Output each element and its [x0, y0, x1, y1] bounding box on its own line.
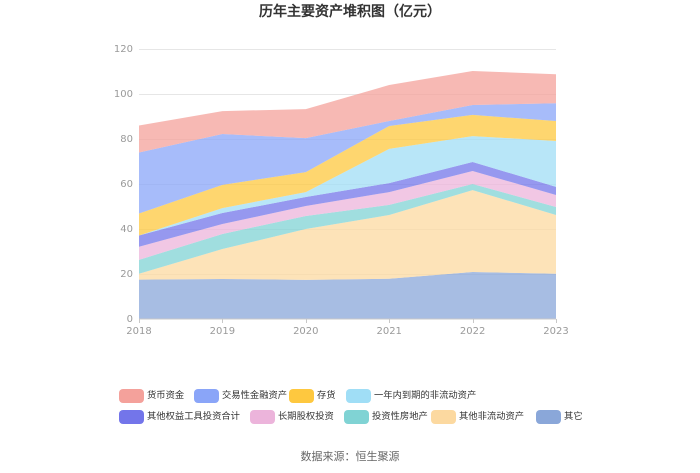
legend-label: 投资性房地产 — [372, 411, 428, 422]
area-noncurrent-assets-due-within-one-year[interactable] — [139, 136, 556, 236]
legend-label: 交易性金融资产 — [222, 390, 288, 401]
legend-label: 其他非流动资产 — [459, 411, 525, 422]
y-tick-label: 100 — [114, 89, 133, 100]
legend-label: 长期股权投资 — [278, 411, 334, 422]
x-tick-label: 2019 — [210, 326, 235, 337]
legend-swatch — [344, 410, 369, 424]
legend-swatch — [536, 410, 561, 424]
axes — [139, 318, 557, 323]
y-tick-label: 80 — [120, 134, 133, 145]
legend-swatch — [431, 410, 456, 424]
legend-item-inventory[interactable]: 存货 — [289, 389, 336, 403]
y-tick-label: 20 — [120, 269, 133, 280]
x-axis-labels: 2018 2019 2020 2021 2022 2023 — [126, 326, 568, 337]
area-other-assets[interactable] — [139, 271, 556, 319]
legend-swatch — [289, 389, 314, 403]
x-tick-label: 2018 — [126, 326, 151, 337]
legend-item-long-term-equity-investments[interactable]: 长期股权投资 — [250, 410, 334, 424]
legend-swatch — [346, 389, 371, 403]
y-tick-label: 120 — [114, 44, 133, 55]
legend-label: 其它 — [564, 411, 583, 422]
plot-areas — [139, 71, 556, 319]
legend-item-investment-property[interactable]: 投资性房地产 — [344, 410, 428, 424]
legend-swatch — [194, 389, 219, 403]
x-tick-label: 2023 — [543, 326, 568, 337]
legend-swatch — [250, 410, 275, 424]
y-axis-labels: 0 20 40 60 80 100 120 — [114, 44, 133, 325]
legend-item-other-noncurrent-assets[interactable]: 其他非流动资产 — [431, 410, 524, 424]
legend-item-other-assets[interactable]: 其它 — [536, 410, 583, 424]
legend-item-trading-financial-assets[interactable]: 交易性金融资产 — [194, 389, 287, 403]
legend-label: 货币资金 — [147, 390, 185, 401]
y-tick-label: 0 — [127, 314, 133, 325]
legend-item-other-equity-instrument-investments[interactable]: 其他权益工具投资合计 — [119, 410, 240, 424]
y-tick-label: 40 — [120, 224, 133, 235]
x-tick-label: 2021 — [376, 326, 401, 337]
chart-title: 历年主要资产堆积图（亿元） — [259, 4, 441, 20]
legend-swatch — [119, 410, 144, 424]
legend-label: 存货 — [317, 390, 336, 401]
x-tick-label: 2022 — [460, 326, 485, 337]
area-inventory[interactable] — [139, 114, 556, 236]
legend-item-cash-funds[interactable]: 货币资金 — [119, 389, 184, 403]
legend-label: 其他权益工具投资合计 — [147, 411, 240, 422]
area-other-noncurrent-assets[interactable] — [139, 190, 556, 280]
legend-label: 一年内到期的非流动资产 — [374, 390, 477, 401]
legend-item-noncurrent-assets-due-within-one-year[interactable]: 一年内到期的非流动资产 — [346, 389, 476, 403]
area-trading-financial-assets[interactable] — [139, 103, 556, 214]
data-source-caption: 数据来源：恒生聚源 — [300, 450, 400, 463]
area-cash-funds[interactable] — [139, 71, 556, 153]
x-tick-label: 2020 — [293, 326, 318, 337]
y-tick-label: 60 — [120, 179, 133, 190]
legend-swatch — [119, 389, 144, 403]
